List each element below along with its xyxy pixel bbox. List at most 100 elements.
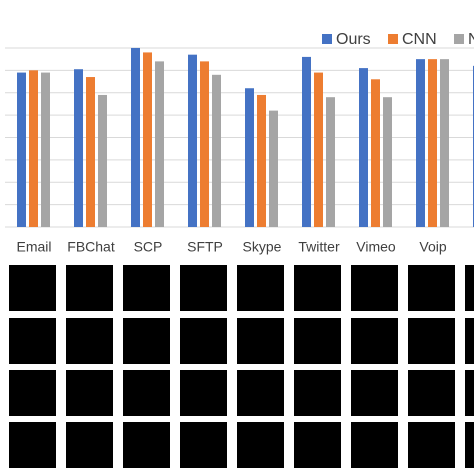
thumbnail <box>123 265 170 311</box>
bar <box>326 97 335 227</box>
x-tick-label: SCP <box>134 239 163 255</box>
x-tick-label: SFTP <box>187 239 223 255</box>
thumbnail-noise <box>351 265 398 311</box>
thumbnail-noise <box>465 265 474 311</box>
legend-label: Ours <box>336 31 371 48</box>
x-tick-label: FBChat <box>67 239 115 255</box>
thumbnail-noise <box>9 265 56 277</box>
thumbnail <box>408 422 455 468</box>
bar <box>188 54 197 227</box>
thumbnail-noise <box>351 370 398 416</box>
thumbnail <box>66 318 113 364</box>
x-tick-label: Email <box>16 239 51 255</box>
bar <box>212 74 221 227</box>
x-tick-label: Skype <box>243 239 282 255</box>
thumbnail <box>9 422 56 468</box>
thumbnail-bg <box>237 318 284 364</box>
thumbnail-noise <box>237 370 284 416</box>
bar <box>200 61 209 227</box>
legend-swatch <box>454 34 464 44</box>
legend-swatch <box>322 34 332 44</box>
thumbnail <box>351 265 398 311</box>
thumbnail <box>180 422 227 468</box>
thumbnail-bg <box>180 422 227 468</box>
bar <box>143 52 152 227</box>
thumbnail <box>237 318 284 364</box>
thumbnail-bg <box>237 265 284 311</box>
bar <box>269 110 278 227</box>
thumbnail-noise <box>351 422 398 434</box>
thumbnail-bg <box>408 370 455 416</box>
bar <box>257 94 266 227</box>
thumbnail <box>123 370 170 416</box>
thumbnail <box>123 318 170 364</box>
thumbnail-noise <box>66 370 113 382</box>
thumbnail-noise <box>123 318 170 364</box>
thumbnail-noise <box>294 370 341 416</box>
thumbnail <box>123 422 170 468</box>
thumbnail <box>408 265 455 311</box>
bar <box>86 77 95 227</box>
bar <box>359 68 368 227</box>
thumbnail <box>9 318 56 364</box>
thumbnail-noise <box>237 422 284 468</box>
bar <box>245 88 254 227</box>
bar <box>74 69 83 227</box>
thumbnail-noise <box>9 318 56 330</box>
thumbnail <box>180 265 227 311</box>
thumbnail-noise <box>465 318 474 364</box>
bar <box>302 56 311 228</box>
thumbnail <box>351 318 398 364</box>
thumbnail <box>465 318 474 364</box>
bar <box>416 59 425 228</box>
thumbnail <box>294 318 341 364</box>
thumbnail <box>465 370 474 416</box>
thumbnail-noise <box>123 265 170 311</box>
thumbnail <box>465 422 474 468</box>
bar <box>440 59 449 228</box>
bar <box>41 72 50 227</box>
thumbnail <box>237 265 284 311</box>
thumbnail-bg <box>408 422 455 468</box>
thumbnail <box>351 370 398 416</box>
thumbnail <box>351 422 398 468</box>
legend-label: CNN <box>402 31 437 48</box>
bar <box>428 59 437 228</box>
thumbnail <box>237 422 284 468</box>
thumbnail-noise <box>9 422 56 434</box>
thumbnail-bg <box>66 318 113 364</box>
bar <box>131 47 140 228</box>
thumbnail <box>9 265 56 311</box>
thumbnail <box>465 265 474 311</box>
bar <box>383 97 392 227</box>
thumbnail-noise <box>123 422 170 468</box>
legend-label: N <box>468 31 474 48</box>
thumbnail-noise <box>294 318 341 330</box>
thumbnail <box>408 318 455 364</box>
thumbnail <box>66 370 113 416</box>
bar <box>29 70 38 227</box>
thumbnail-bg <box>9 370 56 416</box>
thumbnail-noise <box>66 422 113 434</box>
legend-swatch <box>388 34 398 44</box>
thumbnail <box>180 318 227 364</box>
thumbnail-bg <box>408 265 455 311</box>
x-tick-label: Vimeo <box>356 239 396 255</box>
thumbnail-noise <box>294 422 341 468</box>
bar <box>371 79 380 228</box>
thumbnail-noise <box>294 265 341 311</box>
thumbnail-noise <box>351 318 398 364</box>
thumbnail-bg <box>123 370 170 416</box>
thumbnail <box>66 422 113 468</box>
thumbnail <box>9 370 56 416</box>
bar <box>155 61 164 227</box>
x-tick-label: Twitter <box>298 239 340 255</box>
thumbnail <box>408 370 455 416</box>
thumbnail <box>294 265 341 311</box>
thumbnail-noise <box>180 318 227 364</box>
thumbnail-noise <box>465 370 474 416</box>
thumbnail-bg <box>408 318 455 364</box>
thumbnail <box>294 370 341 416</box>
